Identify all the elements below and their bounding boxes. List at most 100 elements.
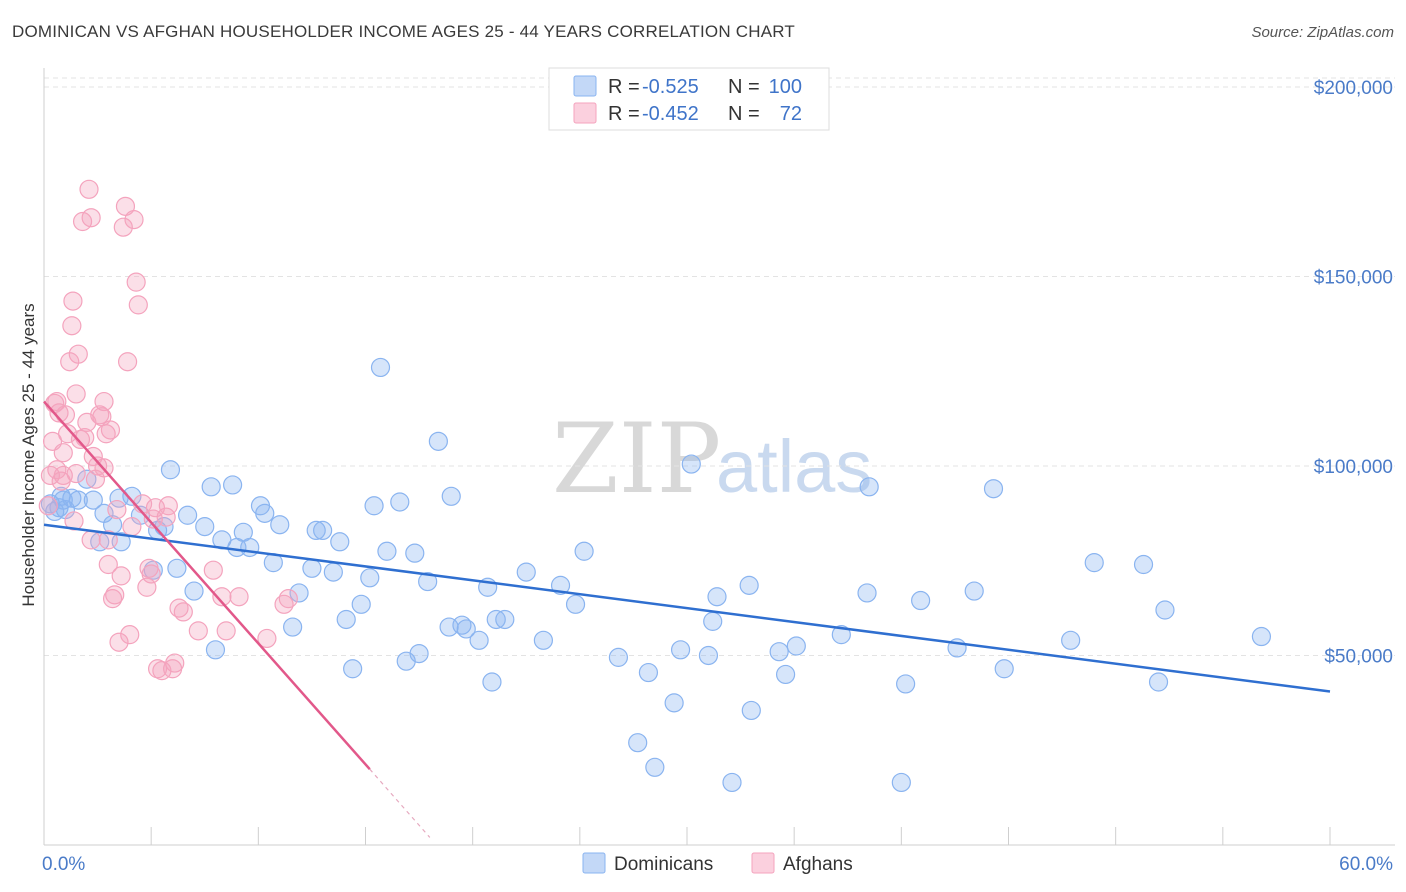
dominican-point	[608, 647, 629, 667]
afghan-point	[81, 530, 101, 550]
series-afghans	[38, 179, 298, 681]
dominican-point	[786, 636, 806, 656]
dominican-point	[289, 583, 309, 603]
dominican-point	[1133, 554, 1154, 575]
dominican-point	[857, 583, 877, 603]
dominican-point	[178, 505, 198, 525]
chart-title: DOMINICAN VS AFGHAN HOUSEHOLDER INCOME A…	[12, 22, 795, 41]
watermark-atlas: atlas	[716, 425, 872, 508]
y-axis-title: Householder Income Ages 25 - 44 years	[19, 303, 38, 606]
afghans-swatch	[573, 102, 597, 124]
dominican-point	[205, 640, 226, 660]
afghans-n-value: 72	[780, 103, 802, 125]
y-tick-label: $200,000	[1314, 78, 1393, 99]
afghan-point	[100, 420, 121, 440]
afghan-point	[113, 217, 133, 237]
afghan-point	[109, 632, 129, 652]
dominican-point	[195, 517, 215, 537]
dominican-point	[739, 575, 759, 595]
legend-afghans-label: Afghans	[783, 854, 853, 875]
y-tick-label: $150,000	[1314, 267, 1393, 288]
dominican-point	[377, 541, 397, 561]
dominican-point	[441, 486, 461, 506]
dominican-point	[664, 693, 684, 713]
dominican-point	[409, 643, 429, 664]
dominican-point	[364, 496, 384, 516]
afghan-point	[278, 589, 298, 609]
afghan-point	[257, 628, 277, 649]
stats-legend: R = -0.525 N = 100 R = -0.452 N = 72	[548, 67, 830, 131]
y-tick-label: $100,000	[1314, 457, 1393, 478]
afghan-point	[66, 463, 86, 484]
dominican-point	[469, 630, 489, 650]
dominican-point	[896, 674, 916, 694]
dominican-point	[645, 757, 665, 777]
dominicans-r-value: -0.525	[642, 76, 699, 98]
dominican-point	[428, 431, 448, 451]
afghan-point	[212, 587, 232, 607]
dominican-point	[313, 520, 333, 541]
dominicans-r-label: R =	[608, 76, 640, 98]
dominican-point	[1251, 626, 1272, 647]
dominican-point	[741, 700, 761, 721]
afghan-point	[47, 391, 67, 412]
afghan-point	[124, 210, 144, 230]
afghan-point	[117, 352, 138, 372]
afghan-point	[141, 564, 161, 584]
gridlines	[44, 77, 1395, 656]
dominican-point	[336, 609, 356, 630]
dominican-point	[370, 357, 391, 378]
dominican-point	[283, 617, 303, 637]
afghan-point	[79, 179, 99, 199]
afghans-r-value: -0.452	[642, 103, 699, 125]
afghan-point	[62, 316, 82, 336]
afghans-n-label: N =	[728, 103, 760, 125]
legend-afghans-swatch	[751, 852, 775, 874]
dominican-point	[775, 664, 796, 685]
x-tick-label-max: 60.0%	[1339, 854, 1393, 875]
dominican-point	[270, 515, 290, 535]
dominican-point	[482, 672, 502, 692]
dominican-point	[1148, 672, 1169, 692]
dominican-point	[360, 568, 380, 588]
afghan-point	[229, 587, 249, 607]
dominican-point	[405, 543, 425, 563]
dominican-point	[83, 490, 103, 510]
afghan-point	[203, 560, 223, 580]
afghan-point	[107, 499, 127, 520]
dominican-point	[306, 520, 326, 541]
trend-lines	[43, 400, 1331, 838]
dominican-point	[456, 619, 476, 639]
afghan-point	[53, 443, 73, 463]
x-tick-label-min: 0.0%	[42, 854, 85, 875]
afghan-point	[94, 391, 114, 412]
y-tick-label: $50,000	[1324, 646, 1393, 667]
afghan-point	[98, 530, 118, 550]
dominican-point	[1084, 553, 1104, 573]
axes	[43, 68, 1395, 846]
dominican-point	[160, 460, 181, 480]
dominican-point	[167, 558, 187, 578]
dominican-point	[707, 587, 727, 607]
afghan-point	[111, 566, 131, 586]
afghan-point	[158, 496, 178, 516]
dominican-point	[1061, 630, 1081, 650]
dominican-point	[859, 477, 879, 497]
afghan-point	[81, 208, 101, 228]
afghan-point	[165, 653, 185, 673]
x-tick-labels: 0.0% 60.0%	[42, 854, 1393, 875]
afghans-r-label: R =	[608, 103, 640, 125]
afghan-point	[126, 272, 146, 292]
dominican-point	[703, 611, 723, 631]
dominican-point	[831, 625, 851, 645]
dominican-point	[184, 581, 204, 601]
afghan-point	[188, 621, 208, 641]
dominicans-n-label: N =	[728, 76, 760, 98]
afghan-point	[64, 511, 84, 531]
dominican-point	[769, 642, 789, 662]
afghan-point	[68, 344, 88, 364]
afghan-point	[105, 585, 125, 605]
dominican-point	[964, 581, 984, 601]
series-legend: Dominicans Afghans	[582, 852, 853, 875]
